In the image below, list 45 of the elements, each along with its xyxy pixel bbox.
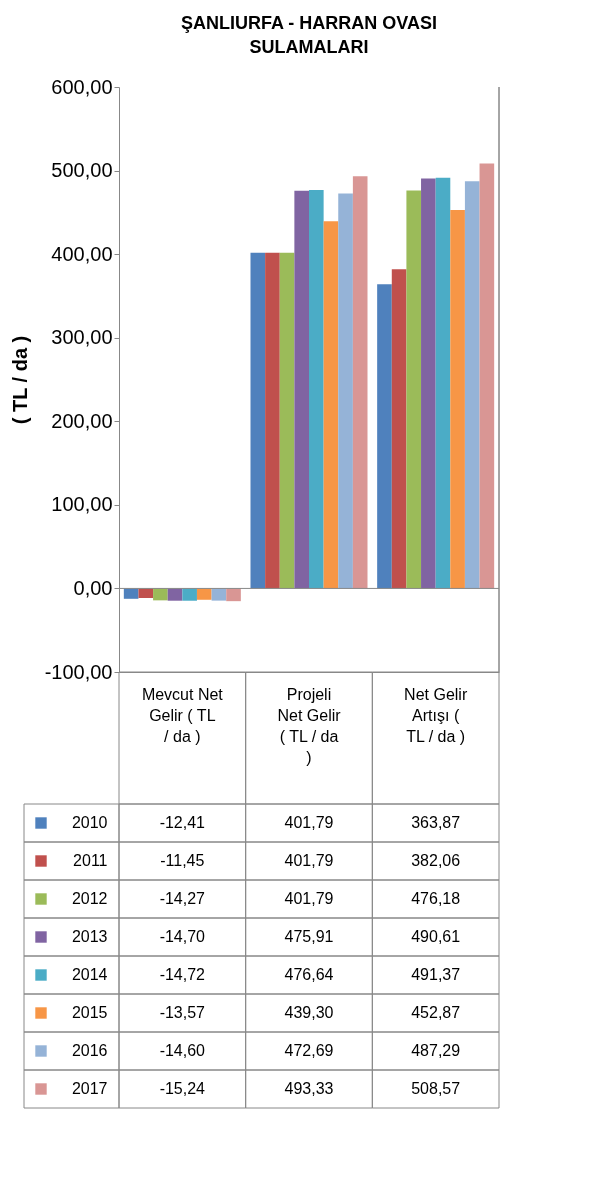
data-label: 476,64: [284, 966, 334, 983]
y-tick-label: 400,00: [51, 242, 113, 265]
data-label: 382,06: [411, 852, 461, 869]
y-tick-label: 600,00: [51, 75, 113, 98]
legend-label: 2016: [71, 1042, 108, 1059]
legend-label: 2012: [71, 890, 108, 907]
y-tick-label: 300,00: [51, 326, 113, 349]
data-label: 401,79: [284, 852, 334, 869]
y-tick-label: 0,00: [73, 576, 113, 599]
data-label: 401,79: [284, 890, 334, 907]
data-label: 475,91: [284, 928, 334, 945]
data-label: 472,69: [284, 1042, 334, 1059]
data-label: -15,24: [159, 1080, 206, 1097]
legend-label: 2013: [71, 928, 108, 945]
data-label: 439,30: [284, 1004, 334, 1021]
data-label: 508,57: [411, 1080, 461, 1097]
data-label: 490,61: [411, 928, 461, 945]
chart-title: ŞANLIURFA - HARRAN OVASI SULAMALARI: [181, 13, 437, 57]
data-label: -14,70: [159, 928, 206, 945]
data-label: 401,79: [284, 814, 334, 831]
legend-label: 2011: [73, 852, 108, 869]
x-tick-label: Net Gelir Artışı ( TL / da ): [404, 685, 468, 745]
data-label: 476,18: [411, 890, 461, 907]
legend-label: 2015: [71, 1004, 108, 1021]
legend-label: 2017: [71, 1080, 108, 1097]
data-label: 363,87: [411, 814, 461, 831]
y-tick-label: 200,00: [51, 409, 113, 432]
data-label: 487,29: [411, 1042, 461, 1059]
data-label: -14,27: [159, 890, 206, 907]
y-axis-title: ( TL / da ): [8, 335, 31, 425]
data-label: -11,45: [160, 852, 205, 869]
legend-label: 2014: [71, 966, 108, 983]
y-tick-label: 500,00: [51, 159, 113, 182]
data-label: -13,57: [159, 1004, 206, 1021]
data-label: 493,33: [284, 1080, 334, 1097]
data-label: 491,37: [411, 966, 461, 983]
y-tick-label: 100,00: [51, 493, 113, 516]
data-label: -14,72: [159, 966, 206, 983]
data-label: 452,87: [411, 1004, 461, 1021]
y-tick-label: -100,00: [44, 660, 113, 683]
x-tick-label: Mevcut Net Gelir ( TL / da ): [141, 685, 224, 745]
legend-label: 2010: [71, 814, 108, 831]
data-label: -14,60: [159, 1042, 206, 1059]
x-tick-label: Projeli Net Gelir ( TL / da ): [277, 685, 342, 766]
data-label: -12,41: [159, 814, 206, 831]
